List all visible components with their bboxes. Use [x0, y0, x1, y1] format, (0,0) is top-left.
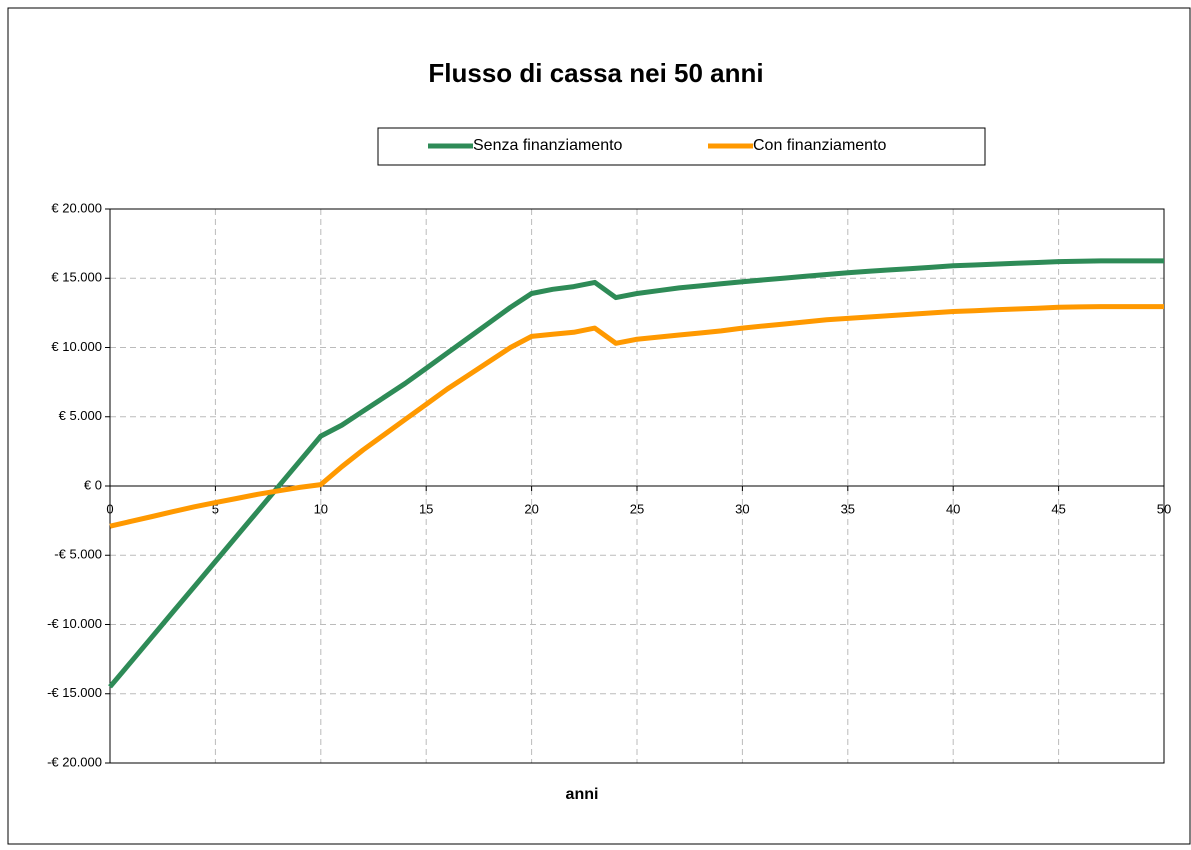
chart-title: Flusso di cassa nei 50 anni [428, 58, 763, 88]
x-tick-label: 35 [841, 501, 855, 516]
x-tick-label: 45 [1051, 501, 1065, 516]
y-tick-label: € 15.000 [51, 270, 102, 285]
y-tick-label: -€ 20.000 [47, 754, 102, 769]
series-line [108, 258, 1164, 689]
x-tick-label: 5 [212, 501, 219, 516]
x-tick-label: 15 [419, 501, 433, 516]
x-tick-label: 25 [630, 501, 644, 516]
x-tick-label: 10 [314, 501, 328, 516]
legend-box [377, 127, 986, 166]
legend-label: Senza finanziamento [473, 137, 623, 154]
x-axis-label: anni [566, 786, 599, 803]
y-tick-label: -€ 15.000 [47, 685, 102, 700]
x-tick-label: 20 [524, 501, 538, 516]
series-line [109, 304, 1164, 529]
y-tick-label: € 5.000 [59, 408, 102, 423]
y-tick-label: € 20.000 [51, 200, 102, 215]
y-tick-label: € 10.000 [51, 339, 102, 354]
y-tick-label: -€ 10.000 [47, 616, 102, 631]
legend-label: Con finanziamento [753, 137, 887, 154]
x-tick-label: 40 [946, 501, 960, 516]
y-tick-label: € 0 [84, 477, 102, 492]
y-tick-label: -€ 5.000 [54, 547, 102, 562]
x-tick-label: 30 [735, 501, 749, 516]
